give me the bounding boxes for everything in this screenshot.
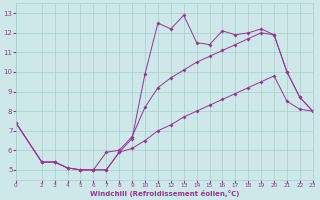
X-axis label: Windchill (Refroidissement éolien,°C): Windchill (Refroidissement éolien,°C)	[90, 190, 239, 197]
